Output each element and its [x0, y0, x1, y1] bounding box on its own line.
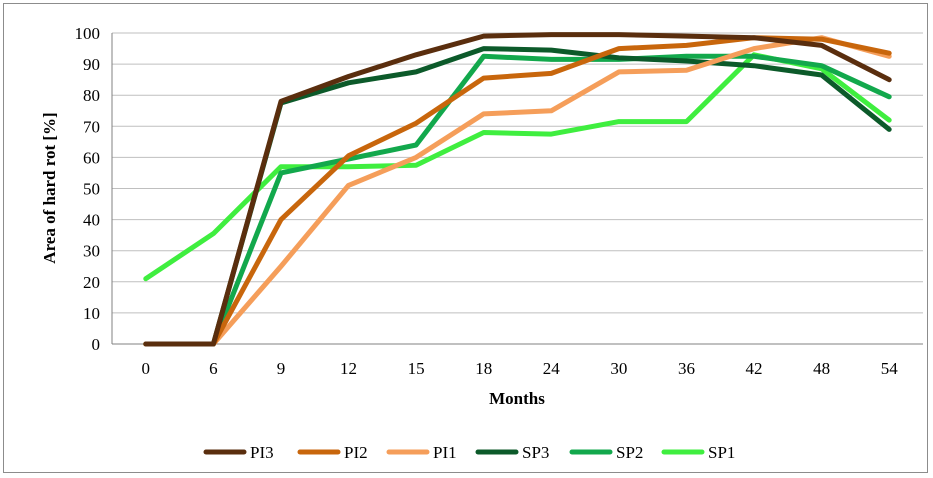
legend-label-pi2: PI2: [344, 443, 368, 462]
y-tick-labels: 0 10 20 30 40 50 60 70 80 90 100: [75, 24, 101, 354]
x-tick-36: 36: [678, 359, 695, 378]
x-tick-54: 54: [881, 359, 899, 378]
y-tick-70: 70: [83, 117, 100, 136]
legend-label-sp1: SP1: [708, 443, 735, 462]
y-tick-90: 90: [83, 55, 100, 74]
legend-label-pi1: PI1: [433, 443, 457, 462]
y-tick-50: 50: [83, 180, 100, 199]
x-tick-0: 0: [142, 359, 151, 378]
y-tick-40: 40: [83, 211, 100, 230]
series-line-pi1: [143, 35, 892, 347]
x-tick-12: 12: [340, 359, 357, 378]
legend-label-sp3: SP3: [522, 443, 549, 462]
y-tick-80: 80: [83, 86, 100, 105]
y-axis-title: Area of hard rot [%]: [40, 112, 59, 263]
y-tick-0: 0: [92, 335, 101, 354]
x-tick-18: 18: [475, 359, 492, 378]
y-tick-20: 20: [83, 273, 100, 292]
x-tick-24: 24: [543, 359, 561, 378]
legend-label-pi3: PI3: [250, 443, 274, 462]
x-tick-15: 15: [408, 359, 425, 378]
y-tick-60: 60: [83, 148, 100, 167]
x-tick-30: 30: [610, 359, 627, 378]
x-tick-42: 42: [746, 359, 763, 378]
y-tick-30: 30: [83, 242, 100, 261]
series-line-pi3: [143, 32, 892, 347]
legend-label-sp2: SP2: [616, 443, 643, 462]
series-line-sp2: [143, 53, 892, 347]
x-tick-48: 48: [813, 359, 830, 378]
x-tick-9: 9: [277, 359, 286, 378]
x-axis-title: Months: [489, 389, 545, 408]
y-tick-10: 10: [83, 304, 100, 323]
x-tick-labels: 0 6 9 12 15 18 24 30 36 42 48 54: [142, 359, 899, 378]
y-tick-100: 100: [75, 24, 101, 43]
series-line-sp3: [143, 46, 892, 347]
series-line-sp1: [143, 52, 892, 282]
legend: PI3 PI2 PI1 SP3 SP2 SP1: [203, 443, 735, 462]
series-lines: [143, 32, 892, 347]
x-tick-6: 6: [209, 359, 218, 378]
axes: [111, 33, 923, 345]
